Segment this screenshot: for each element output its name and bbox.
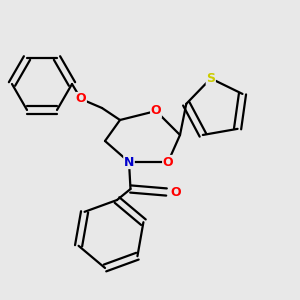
- Text: O: O: [163, 155, 173, 169]
- Text: O: O: [76, 92, 86, 106]
- Text: S: S: [206, 72, 215, 85]
- Text: O: O: [151, 104, 161, 118]
- Text: N: N: [124, 155, 134, 169]
- Text: O: O: [170, 185, 181, 199]
